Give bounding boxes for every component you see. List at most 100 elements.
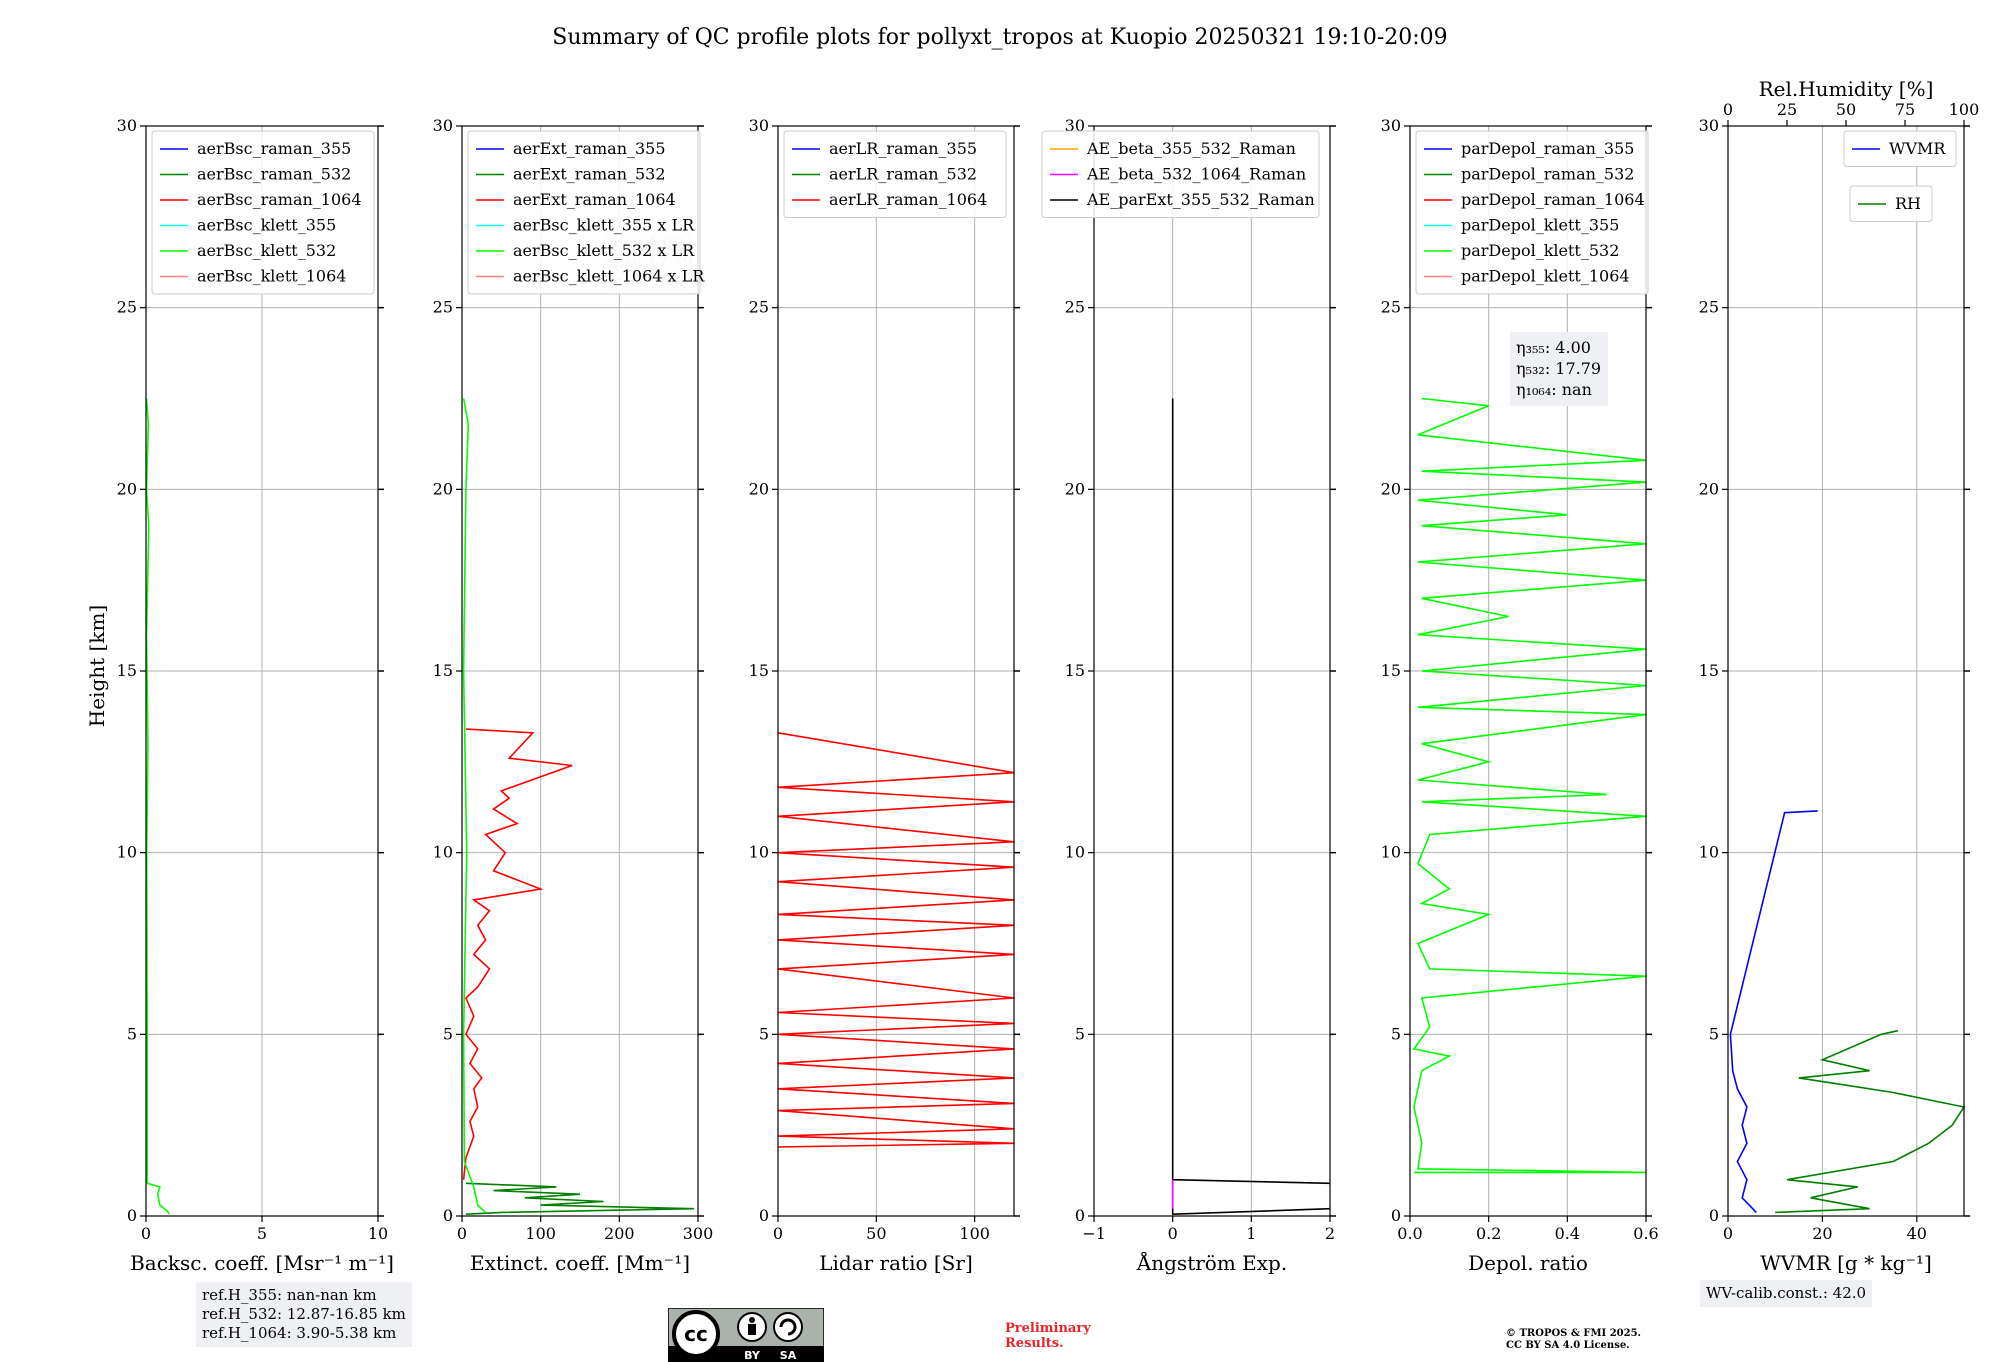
y-tick-label: 0 [759, 1206, 769, 1225]
y-tick-label: 20 [117, 479, 137, 498]
x-tick-label: 300 [683, 1224, 714, 1243]
y-tick-label: 15 [1065, 661, 1085, 680]
x-tick-label: 5 [257, 1224, 267, 1243]
legend-entry: aerBsc_raman_355 [197, 139, 351, 158]
x-tick-label: 0 [141, 1224, 151, 1243]
legend-box [1849, 185, 1933, 222]
x-tick-label: 1 [1246, 1224, 1256, 1243]
x-tick-label: 0 [1723, 1224, 1733, 1243]
legend-entry: parDepol_klett_355 [1461, 216, 1619, 235]
cc-sa-label: SA [780, 1349, 797, 1362]
y-tick-label: 10 [1381, 843, 1401, 862]
legend-entry: aerExt_raman_355 [513, 139, 666, 158]
top-x-tick-label: 0 [1723, 100, 1733, 119]
legend-entry: aerBsc_raman_532 [197, 165, 351, 184]
x-tick-label: 100 [525, 1224, 556, 1243]
y-tick-label: 5 [759, 1024, 769, 1043]
y-tick-label: 25 [1699, 298, 1719, 317]
legend: AE_beta_355_532_Raman AE_beta_532_1064_Ra… [1041, 130, 1320, 218]
legend-entry: aerLR_raman_532 [829, 165, 977, 184]
legend: RH [1849, 185, 1933, 222]
top-x-tick-label: 100 [1949, 100, 1980, 119]
x-axis-label: Ångström Exp. [1136, 1250, 1287, 1275]
x-tick-label: 200 [604, 1224, 635, 1243]
eta-annotation-text: η₃₅₅: 4.00 [1516, 338, 1591, 357]
copyright-line-1: © TROPOS & FMI 2025. [1506, 1328, 1642, 1339]
series-aerBsc_klett_532 x LR [462, 398, 487, 1213]
x-axis-label: WVMR [g * kg⁻¹] [1760, 1251, 1932, 1275]
series-AE_parExt_355_532_Raman [1171, 398, 1331, 1216]
y-tick-label: 20 [433, 479, 453, 498]
legend-box [1041, 130, 1320, 218]
y-tick-label: 15 [117, 661, 137, 680]
cc-by-label: BY [744, 1349, 761, 1362]
legend-entry: aerLR_raman_355 [829, 139, 977, 158]
panel-bsc: 0 5 10 15 20 25 30 0 5 10 Backsc. coeff. [Msr⁻¹ m⁻… [117, 116, 394, 1275]
preliminary-label: Preliminary Results. [1005, 1321, 1091, 1351]
refh-1064: ref.H_1064: 3.90-5.38 km [202, 1324, 397, 1342]
legend-entry: AE_beta_355_532_Raman [1086, 139, 1296, 158]
y-tick-label: 10 [749, 843, 769, 862]
y-tick-label: 5 [1075, 1024, 1085, 1043]
eta-annotation: η₃₅₅: 4.00 η₅₃₂: 17.79 η₁₀₆₄: nan [1510, 332, 1608, 406]
y-tick-label: 20 [1065, 479, 1085, 498]
cc-license-badge: cc BY SA [668, 1308, 824, 1362]
panel-dep: 0 5 10 15 20 25 30 0.0 0.2 0.4 0.6 Depol. ratio parD… [1381, 116, 1659, 1275]
prelim-line-1: Preliminary [1005, 1321, 1091, 1336]
y-tick-label: 15 [1381, 661, 1401, 680]
y-tick-label: 5 [127, 1024, 137, 1043]
y-tick-label: 30 [749, 116, 769, 135]
legend-box [467, 130, 701, 295]
refh-532: ref.H_532: 12.87-16.85 km [202, 1305, 406, 1323]
legend-entry: parDepol_raman_1064 [1461, 190, 1645, 209]
legend-box [783, 130, 1007, 218]
legend-entry: aerBsc_raman_1064 [197, 190, 362, 209]
legend-box [1415, 130, 1649, 295]
x-tick-label: 40 [1907, 1224, 1927, 1243]
y-tick-label: 30 [1381, 116, 1401, 135]
y-tick-label: 5 [1709, 1024, 1719, 1043]
legend-entry: aerBsc_klett_355 x LR [513, 216, 695, 235]
x-axis-label: Depol. ratio [1468, 1251, 1588, 1275]
y-tick-label: 30 [1699, 116, 1719, 135]
x-tick-label: 100 [959, 1224, 990, 1243]
series-parDepol_klett_532 [1412, 397, 1647, 1174]
legend-box [151, 130, 375, 295]
y-tick-label: 0 [1075, 1206, 1085, 1225]
series-aerLR_raman_1064 [777, 732, 1015, 1148]
prelim-line-2: Results. [1005, 1336, 1064, 1351]
y-tick-label: 15 [1699, 661, 1719, 680]
y-axis-label: Height [km] [85, 605, 109, 727]
series-aerExt_raman_1064 [462, 728, 573, 1180]
y-tick-label: 20 [1381, 479, 1401, 498]
svg-text:cc: cc [684, 1322, 708, 1346]
y-tick-label: 5 [443, 1024, 453, 1043]
y-tick-label: 10 [1065, 843, 1085, 862]
legend: aerBsc_raman_355 aerBsc_raman_532 aerBsc_r… [151, 130, 375, 295]
x-tick-label: 0 [773, 1224, 783, 1243]
eta-annotation-text: η₅₃₂: 17.79 [1516, 359, 1601, 378]
legend-entry: aerExt_raman_532 [513, 165, 666, 184]
x-tick-label: 20 [1812, 1224, 1832, 1243]
legend-entry: aerBsc_klett_1064 x LR [513, 267, 705, 286]
y-tick-label: 25 [117, 298, 137, 317]
y-tick-label: 10 [1699, 843, 1719, 862]
eta-annotation-bg [1510, 332, 1608, 406]
panel-lr: 0 5 10 15 20 25 30 0 50 100 Lidar ratio [Sr] aerLR_… [749, 116, 1020, 1275]
x-axis-label: Backsc. coeff. [Msr⁻¹ m⁻¹] [130, 1251, 394, 1275]
y-tick-label: 25 [433, 298, 453, 317]
legend: aerExt_raman_355 aerExt_raman_532 aerExt_r… [467, 130, 705, 295]
x-axis-label: Lidar ratio [Sr] [819, 1251, 973, 1275]
legend: WVMR [1843, 130, 1957, 167]
y-tick-label: 20 [1699, 479, 1719, 498]
y-tick-label: 15 [749, 661, 769, 680]
series-aerBsc_klett_532 [145, 398, 170, 1215]
y-tick-label: 0 [1709, 1206, 1719, 1225]
y-tick-label: 0 [127, 1206, 137, 1225]
x-tick-label: −1 [1082, 1224, 1106, 1243]
legend-entry: AE_beta_532_1064_Raman [1086, 165, 1306, 184]
